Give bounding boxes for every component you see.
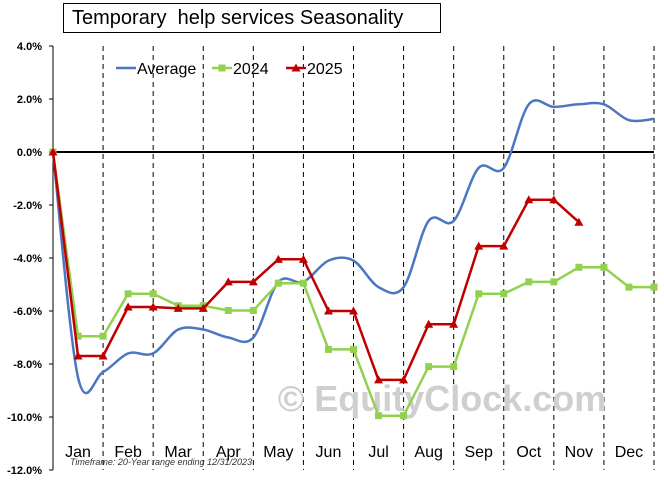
- data-point-2025: [48, 147, 58, 156]
- x-tick-label: Jul: [368, 444, 388, 461]
- data-point-2025: [98, 351, 108, 360]
- data-point-2024: [299, 279, 307, 287]
- data-point-2024: [99, 332, 107, 340]
- y-tick-label: 4.0%: [17, 41, 42, 53]
- data-point-2025: [424, 319, 434, 328]
- data-point-2024: [124, 290, 132, 298]
- x-axis-ticks: Jan Feb Mar Apr May Jun Jul Aug Sep Oct Nov Dec: [65, 444, 643, 461]
- legend-label-average: Average: [137, 61, 196, 78]
- y-tick-label: 0.0%: [17, 147, 42, 159]
- data-point-2024: [74, 332, 82, 340]
- x-tick-label: May: [263, 444, 293, 461]
- data-point-2025: [524, 195, 534, 204]
- series-layer: [48, 99, 658, 420]
- data-point-2024: [350, 345, 357, 353]
- data-point-2024: [249, 306, 257, 314]
- data-point-2025: [273, 254, 283, 263]
- legend-label-2025: 2025: [307, 61, 343, 78]
- data-point-2025: [449, 319, 459, 328]
- data-point-2025: [198, 303, 208, 312]
- legend: Average 2024 2025: [116, 61, 343, 78]
- data-point-2024: [324, 345, 332, 353]
- data-point-2025: [223, 277, 233, 286]
- data-point-2024: [450, 363, 458, 371]
- legend-marker-2024: [218, 64, 226, 72]
- data-point-2025: [474, 241, 484, 250]
- data-point-2024: [500, 290, 508, 298]
- series-2025: [48, 147, 584, 384]
- y-tick-label: -4.0%: [13, 253, 42, 265]
- y-tick-label: -6.0%: [13, 306, 42, 318]
- x-tick-label: Jan: [65, 444, 91, 461]
- data-point-2025: [399, 375, 409, 384]
- y-tick-label: -2.0%: [13, 200, 42, 212]
- data-point-2024: [475, 290, 483, 298]
- data-point-2024: [625, 283, 633, 291]
- data-point-2025: [499, 241, 509, 250]
- data-point-2025: [248, 277, 258, 286]
- data-point-2024: [149, 290, 157, 298]
- series-line-2025: [51, 151, 580, 382]
- y-axis-ticks: 4.0% 2.0% 0.0% -2.0% -4.0% -6.0% -8.0% -10.0% -1…: [7, 41, 53, 477]
- data-point-2024: [525, 278, 533, 286]
- x-tick-label: Sep: [464, 444, 493, 461]
- data-point-2025: [323, 306, 333, 315]
- y-tick-label: 2.0%: [17, 94, 42, 106]
- chart-title: Temporary help services Seasonality: [63, 3, 441, 33]
- grid-lines: [102, 46, 655, 470]
- data-point-2025: [298, 254, 308, 263]
- y-tick-label: -8.0%: [13, 359, 42, 371]
- data-point-2025: [123, 302, 133, 311]
- data-point-2025: [574, 217, 584, 226]
- data-point-2024: [224, 306, 232, 314]
- data-point-2025: [173, 303, 183, 312]
- data-point-2025: [374, 375, 384, 384]
- data-point-2025: [148, 302, 158, 311]
- x-tick-label: Mar: [164, 444, 192, 461]
- x-tick-label: Jun: [316, 444, 342, 461]
- x-tick-label: Apr: [216, 444, 242, 461]
- x-tick-label: Aug: [414, 444, 442, 461]
- data-point-2024: [550, 278, 558, 286]
- series-average: [51, 99, 655, 395]
- y-tick-label: -10.0%: [7, 412, 42, 424]
- series-line-average: [51, 99, 655, 395]
- data-point-2024: [375, 412, 383, 420]
- data-point-2025: [349, 306, 358, 315]
- data-point-2025: [73, 351, 83, 360]
- x-tick-label: Nov: [565, 444, 593, 461]
- data-point-2024: [575, 263, 583, 271]
- x-tick-label: Dec: [615, 444, 643, 461]
- x-tick-label: Feb: [114, 444, 142, 461]
- data-point-2024: [600, 263, 608, 271]
- data-point-2024: [650, 283, 658, 291]
- data-point-2025: [549, 195, 559, 204]
- legend-label-2024: 2024: [233, 61, 269, 78]
- y-tick-label: -12.0%: [7, 465, 42, 477]
- timeframe-footnote: Timeframe: 20-Year range ending 12/31/20…: [70, 457, 252, 467]
- legend-marker-2025: [291, 63, 301, 72]
- watermark: © EquityClock.com: [278, 378, 607, 419]
- data-point-2024: [274, 279, 282, 287]
- data-point-2024: [425, 363, 433, 371]
- data-point-2024: [400, 412, 408, 420]
- x-tick-label: Oct: [516, 444, 541, 461]
